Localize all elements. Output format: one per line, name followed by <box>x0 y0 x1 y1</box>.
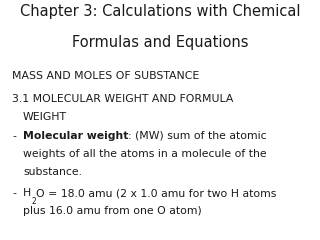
Text: Chapter 3: Calculations with Chemical: Chapter 3: Calculations with Chemical <box>20 4 300 19</box>
Text: 2: 2 <box>31 197 36 206</box>
Text: plus 16.0 amu from one O atom): plus 16.0 amu from one O atom) <box>23 206 202 216</box>
Text: 3.1 MOLECULAR WEIGHT AND FORMULA: 3.1 MOLECULAR WEIGHT AND FORMULA <box>12 94 234 104</box>
Text: weights of all the atoms in a molecule of the: weights of all the atoms in a molecule o… <box>23 149 267 159</box>
Text: O = 18.0 amu (2 x 1.0 amu for two H atoms: O = 18.0 amu (2 x 1.0 amu for two H atom… <box>36 188 276 198</box>
Text: WEIGHT: WEIGHT <box>23 112 67 122</box>
Text: -: - <box>12 131 16 141</box>
Text: : (MW) sum of the atomic: : (MW) sum of the atomic <box>128 131 267 141</box>
Text: Formulas and Equations: Formulas and Equations <box>72 35 248 50</box>
Text: substance.: substance. <box>23 167 82 177</box>
Text: Molecular weight: Molecular weight <box>23 131 128 141</box>
Text: MASS AND MOLES OF SUBSTANCE: MASS AND MOLES OF SUBSTANCE <box>12 71 199 81</box>
Text: H: H <box>23 188 31 198</box>
Text: -: - <box>12 188 16 198</box>
